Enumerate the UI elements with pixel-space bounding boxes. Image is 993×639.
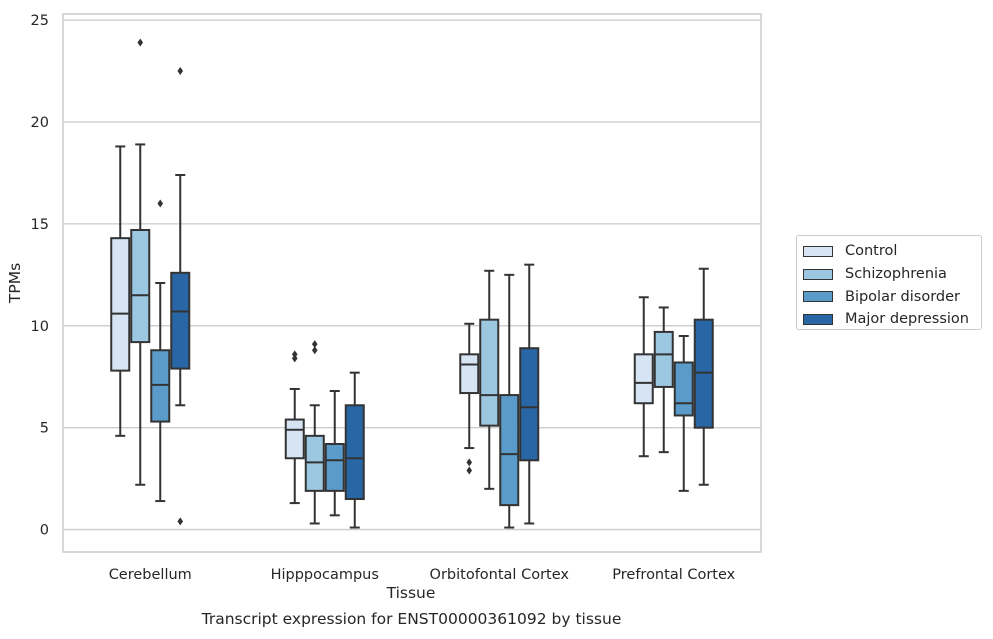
legend-item: Control	[803, 240, 981, 263]
box-control	[110, 145, 131, 437]
legend-swatch	[803, 245, 833, 257]
box-iqr	[304, 434, 325, 492]
x-tick-label: Prefrontal Cortex	[612, 567, 735, 583]
x-tick-labels: Cerebellum Hipppocampus Orbitofontal Corte…	[109, 567, 736, 583]
legend-item: Major depression	[803, 308, 981, 331]
box-major-depression	[519, 263, 540, 525]
y-tick-label: 0	[40, 523, 49, 539]
outlier-point	[311, 346, 318, 355]
box-iqr	[673, 361, 694, 417]
y-tick-label: 25	[31, 13, 49, 29]
chart-caption: Transcript expression for ENST0000036109…	[201, 610, 622, 628]
box-bipolar-disorder	[324, 390, 345, 517]
x-tick-label: Cerebellum	[109, 567, 192, 583]
y-axis-label: TPMs	[6, 263, 24, 304]
box-bipolar-disorder	[499, 273, 520, 529]
box-iqr	[653, 330, 674, 388]
outlier-point	[177, 67, 184, 76]
outlier-point	[177, 517, 184, 526]
box-major-depression	[170, 67, 191, 526]
legend-label: Schizophrenia	[845, 266, 947, 283]
box-iqr	[499, 394, 520, 507]
legend-swatch	[803, 291, 833, 303]
box-control	[459, 322, 480, 475]
outlier-point	[466, 458, 473, 467]
box-schizophrenia	[479, 269, 500, 490]
legend-label: Bipolar disorder	[845, 288, 960, 305]
box-iqr	[150, 349, 171, 423]
outlier-point	[157, 199, 164, 208]
box-iqr	[170, 271, 191, 370]
box-iqr	[519, 347, 540, 462]
legend-swatch	[803, 268, 833, 280]
box-iqr	[130, 229, 151, 344]
box-iqr	[324, 442, 345, 492]
legend-swatch	[803, 313, 833, 325]
box-iqr	[284, 418, 305, 460]
y-tick-label: 15	[31, 217, 49, 233]
gridlines	[63, 19, 761, 531]
y-tick-label: 10	[31, 319, 49, 335]
box-iqr	[693, 318, 714, 429]
box-bipolar-disorder	[673, 334, 694, 492]
box-bipolar-disorder	[150, 199, 171, 503]
x-tick-label: Hipppocampus	[271, 567, 379, 583]
box-major-depression	[344, 371, 365, 529]
outlier-point	[466, 466, 473, 475]
box-groups	[110, 38, 714, 529]
box-control	[633, 296, 654, 458]
box-iqr	[459, 353, 480, 395]
legend-label: Control	[845, 243, 898, 260]
box-schizophrenia	[130, 38, 151, 486]
box-iqr	[633, 353, 654, 405]
box-iqr	[479, 318, 500, 427]
box-schizophrenia	[304, 340, 325, 525]
outlier-point	[291, 350, 298, 359]
outlier-point	[291, 354, 298, 363]
y-tick-label: 5	[40, 421, 49, 437]
x-tick-label: Orbitofontal Cortex	[430, 567, 570, 583]
box-major-depression	[693, 267, 714, 486]
box-schizophrenia	[653, 306, 674, 454]
legend: Control Schizophrenia Bipolar disorder Majo…	[796, 235, 982, 330]
box-iqr	[344, 404, 365, 501]
y-tick-labels: 0 5 10 15 20 25	[31, 13, 49, 538]
legend-item: Schizophrenia	[803, 263, 981, 286]
box-control	[284, 350, 305, 505]
legend-label: Major depression	[845, 311, 969, 328]
outlier-point	[137, 38, 144, 47]
plot-frame	[62, 13, 762, 553]
box-iqr	[110, 237, 131, 372]
y-tick-label: 20	[31, 115, 49, 131]
x-axis-label: Tissue	[386, 584, 436, 602]
legend-item: Bipolar disorder	[803, 285, 981, 308]
outlier-point	[311, 340, 318, 349]
